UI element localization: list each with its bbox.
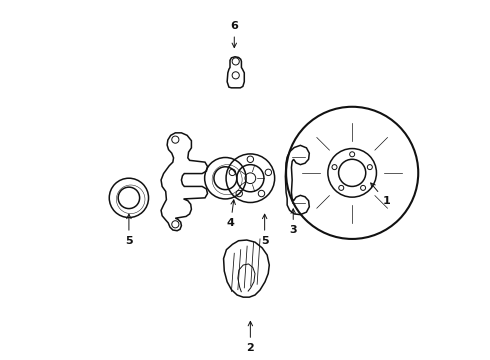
Text: 5: 5 bbox=[261, 214, 269, 246]
Text: 2: 2 bbox=[246, 321, 254, 353]
Text: 1: 1 bbox=[371, 183, 390, 206]
Text: 4: 4 bbox=[227, 200, 235, 228]
Text: 3: 3 bbox=[290, 209, 297, 235]
Text: 5: 5 bbox=[125, 214, 133, 246]
Text: 6: 6 bbox=[230, 21, 238, 48]
